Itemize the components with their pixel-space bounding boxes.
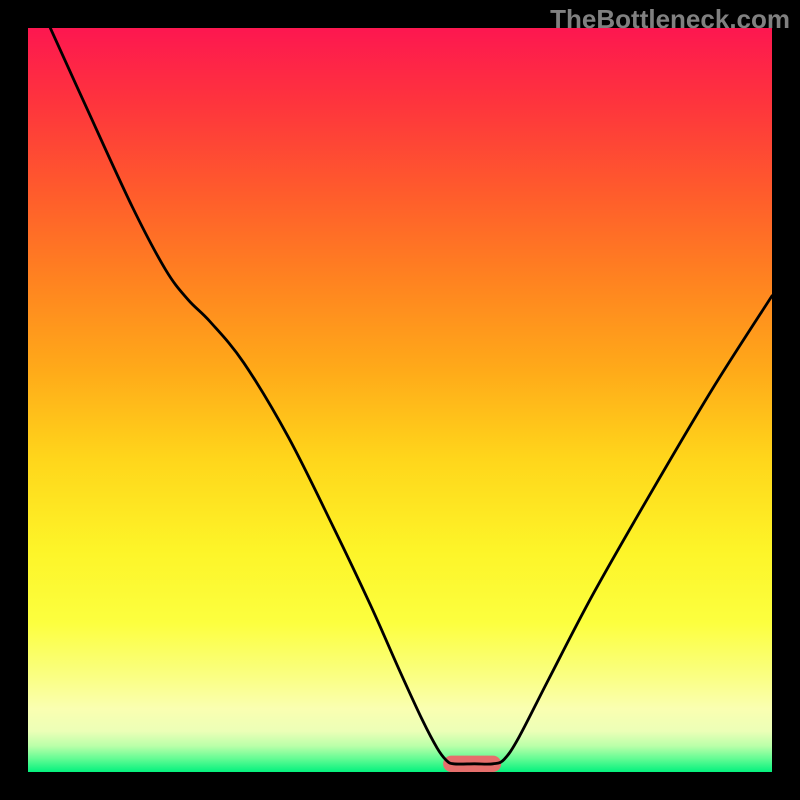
plot-svg bbox=[28, 28, 772, 772]
gradient-background bbox=[28, 28, 772, 772]
watermark-text: TheBottleneck.com bbox=[550, 4, 790, 35]
plot-frame bbox=[28, 28, 772, 772]
